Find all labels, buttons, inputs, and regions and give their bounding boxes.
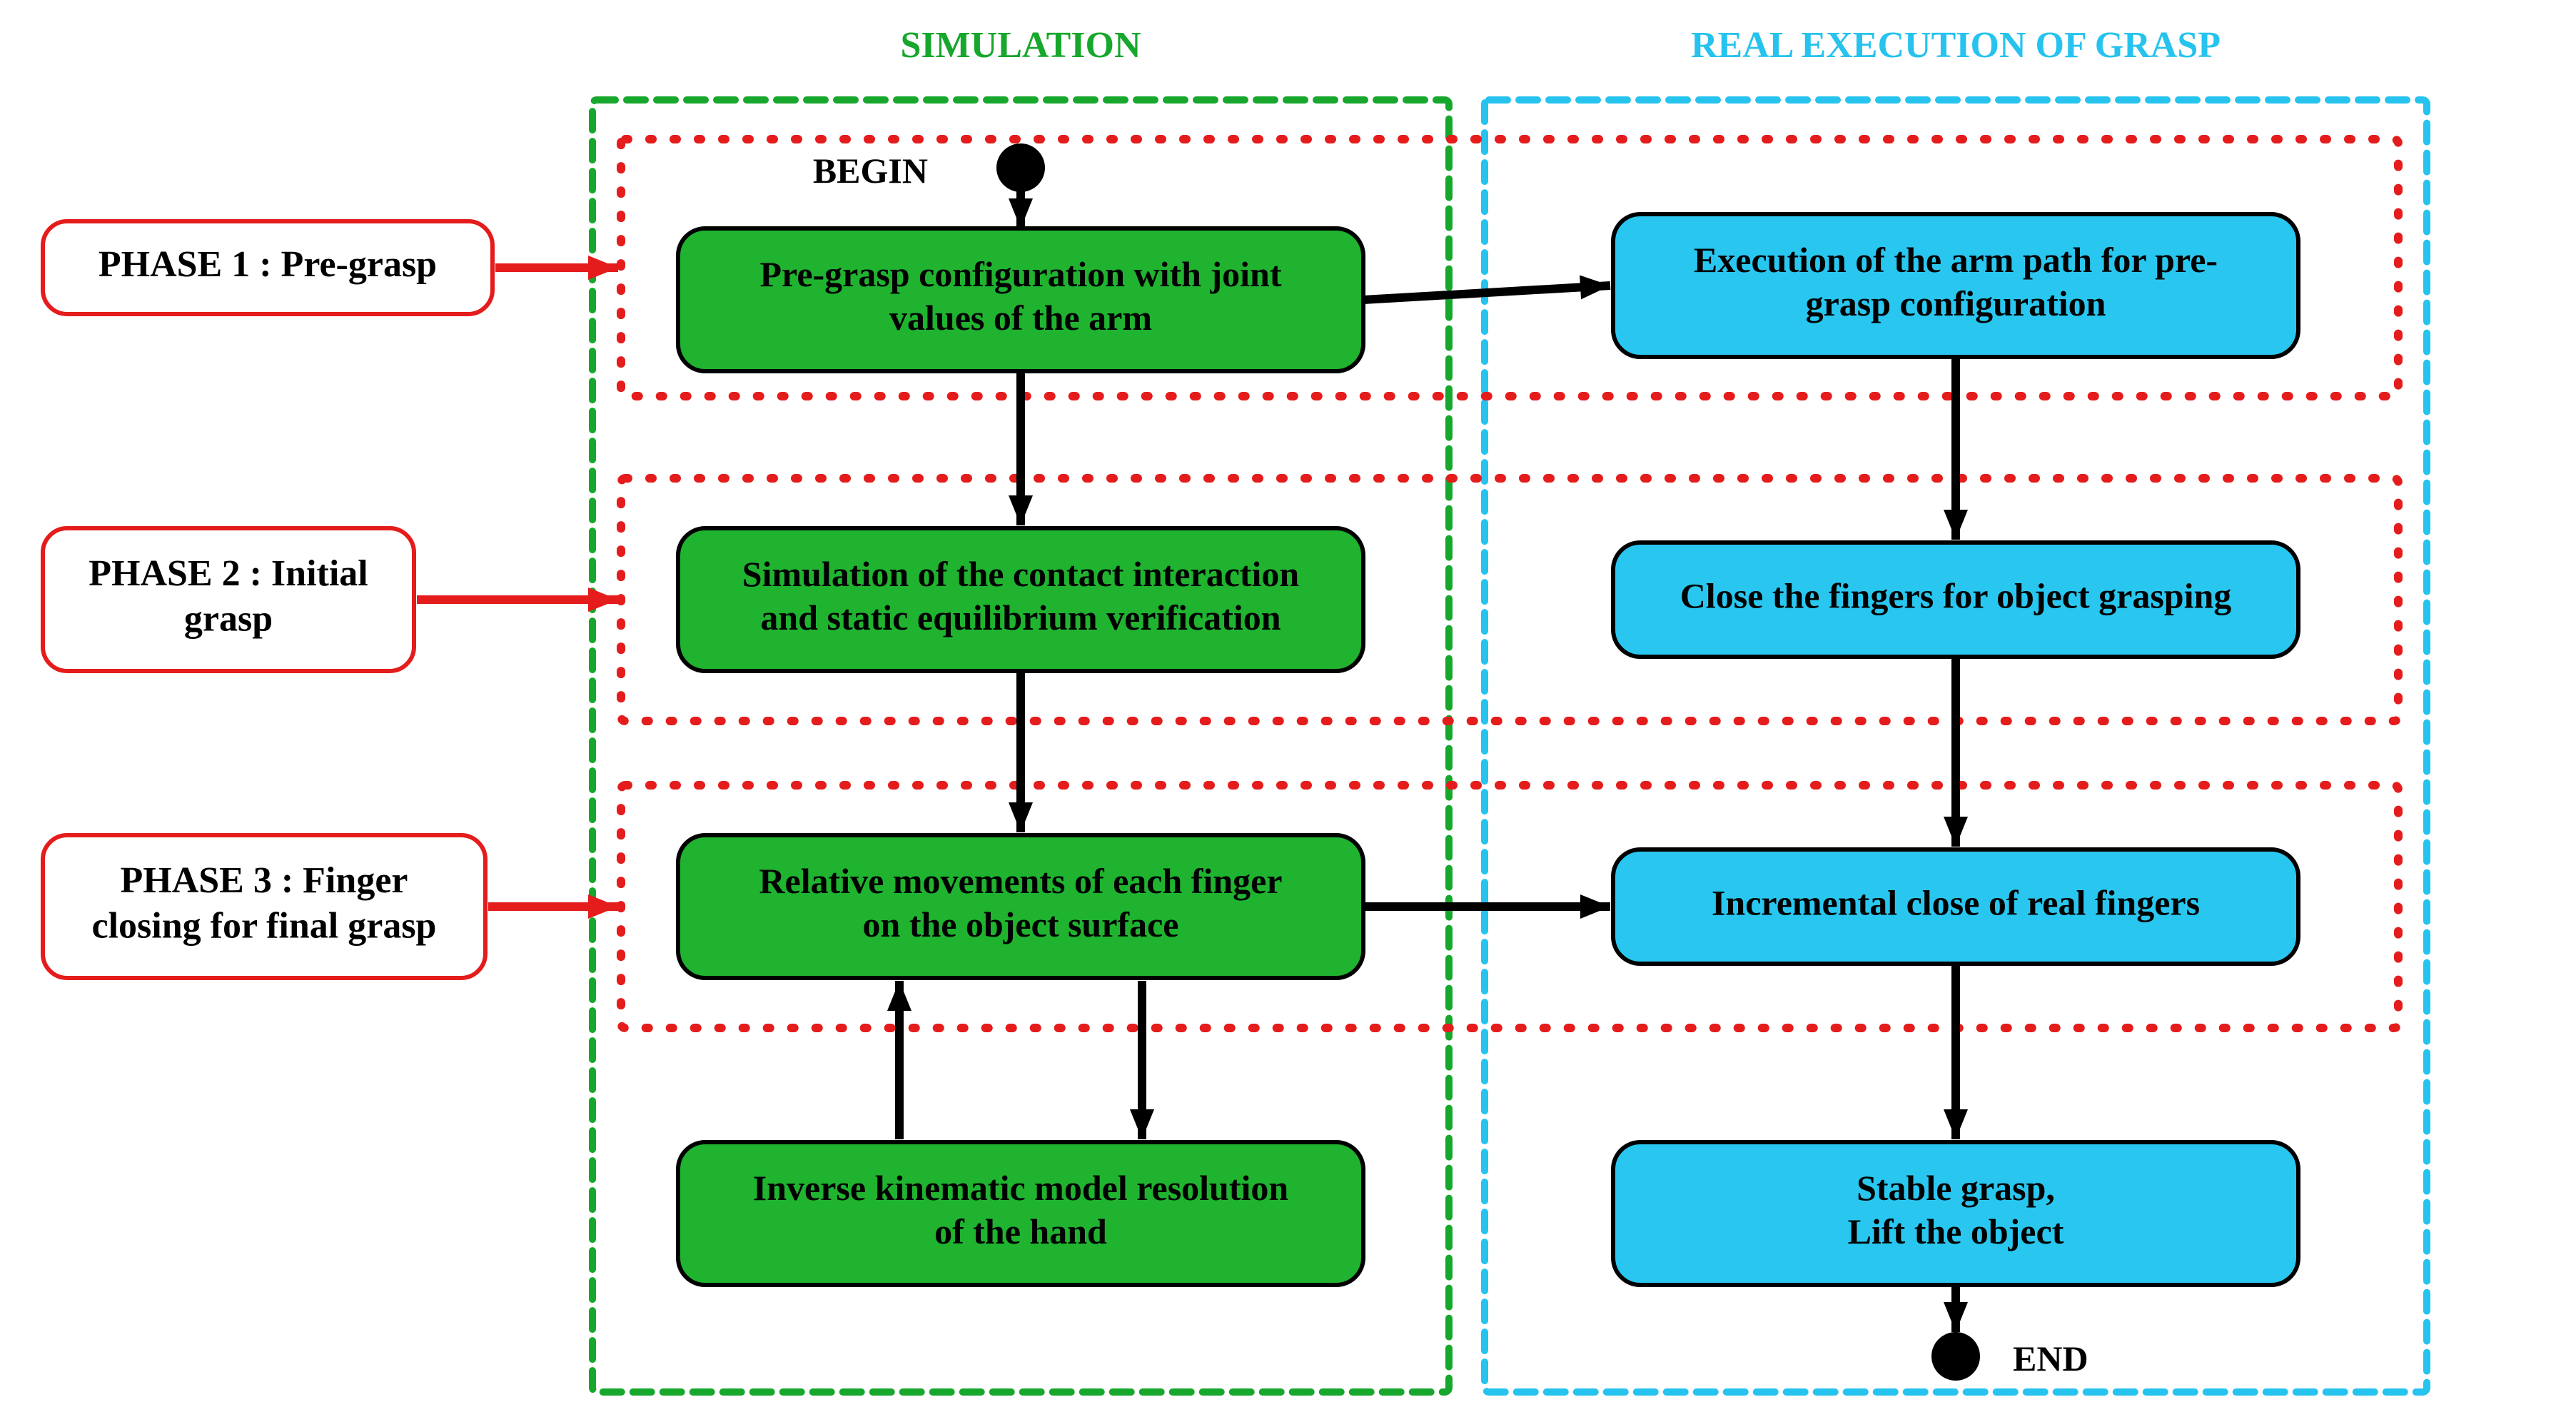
arrow-black-5 xyxy=(1944,357,1968,540)
svg-text:BEGIN: BEGIN xyxy=(813,151,928,191)
sim-box-1: Pre-grasp configuration with jointvalues… xyxy=(678,228,1363,371)
arrow-black-8 xyxy=(1944,1285,1968,1332)
svg-text:Pre-grasp configuration with j: Pre-grasp configuration with joint xyxy=(760,254,1282,294)
svg-text:PHASE 1 : Pre-grasp: PHASE 1 : Pre-grasp xyxy=(99,244,437,285)
svg-text:Stable grasp,: Stable grasp, xyxy=(1857,1168,2055,1208)
svg-text:PHASE 3 : Finger: PHASE 3 : Finger xyxy=(121,860,408,901)
sim-box-2: Simulation of the contact interactionand… xyxy=(678,528,1363,671)
sim-box-4: Inverse kinematic model resolutionof the… xyxy=(678,1142,1363,1285)
terminal-begin: BEGIN xyxy=(813,143,1045,192)
arrow-red-phase-2 xyxy=(417,588,618,612)
svg-text:PHASE 2 : Initial: PHASE 2 : Initial xyxy=(89,553,368,594)
svg-text:closing for final grasp: closing for final grasp xyxy=(92,906,437,947)
sim-box-3: Relative movements of each fingeron the … xyxy=(678,835,1363,978)
svg-text:and static equilibrium verific: and static equilibrium verification xyxy=(760,597,1281,637)
arrow-pair-up xyxy=(887,981,911,1139)
svg-text:Lift the object: Lift the object xyxy=(1848,1211,2064,1251)
exec-box-2: Close the fingers for object grasping xyxy=(1613,543,2298,657)
svg-text:Close the fingers for object g: Close the fingers for object grasping xyxy=(1680,575,2232,615)
terminal-end: END xyxy=(1931,1332,2088,1381)
phase-label-3: PHASE 3 : Finger closing for final grasp xyxy=(43,835,485,978)
svg-text:Inverse kinematic model resolu: Inverse kinematic model resolution xyxy=(753,1168,1289,1208)
exec-box-4: Stable grasp,Lift the object xyxy=(1613,1142,2298,1285)
svg-text:Relative movements of each fin: Relative movements of each finger xyxy=(759,861,1282,901)
arrow-black-6 xyxy=(1944,657,1968,847)
svg-text:Execution of the arm path for: Execution of the arm path for pre- xyxy=(1694,240,2218,280)
arrow-black-2 xyxy=(1009,671,1033,832)
arrow-red-phase-3 xyxy=(488,894,618,919)
header-execution: REAL EXECUTION OF GRASP xyxy=(1691,25,2221,66)
svg-text:END: END xyxy=(2013,1338,2088,1378)
svg-text:of the hand: of the hand xyxy=(934,1211,1107,1251)
header-simulation: SIMULATION xyxy=(900,25,1141,66)
arrow-begin xyxy=(1009,188,1033,228)
arrow-pair-down xyxy=(1130,981,1154,1139)
exec-box-3: Incremental close of real fingers xyxy=(1613,849,2298,964)
svg-text:Simulation of the contact inte: Simulation of the contact interaction xyxy=(742,554,1300,594)
svg-text:grasp: grasp xyxy=(184,599,273,640)
exec-box-1: Execution of the arm path for pre-grasp … xyxy=(1613,214,2298,357)
arrow-red-phase-1 xyxy=(495,256,618,280)
arrow-black-7 xyxy=(1944,964,1968,1139)
svg-text:on the object surface: on the object surface xyxy=(863,904,1179,944)
phase-label-2: PHASE 2 : Initial grasp xyxy=(43,528,414,671)
svg-text:values of the arm: values of the arm xyxy=(889,298,1152,338)
svg-text:grasp configuration: grasp configuration xyxy=(1806,283,2106,323)
phase-label-1: PHASE 1 : Pre-grasp xyxy=(43,221,493,314)
svg-text:Incremental close of real fing: Incremental close of real fingers xyxy=(1712,882,2200,922)
